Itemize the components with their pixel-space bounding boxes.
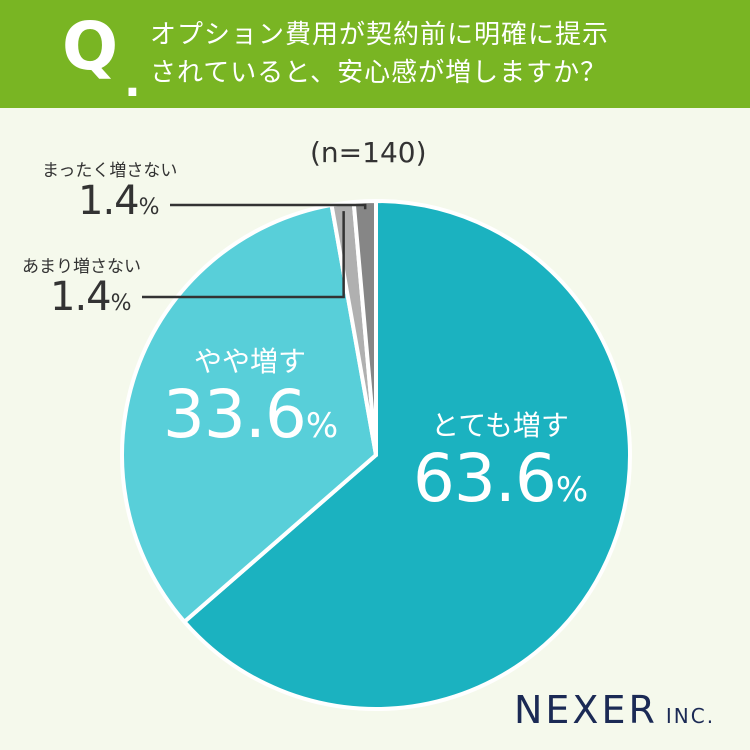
- slice-value: 33.6%: [150, 380, 350, 449]
- slice-name: やや増す: [193, 345, 306, 378]
- slice-label-not-at-all: まったく増さない: [42, 161, 178, 181]
- nexer-logo: NEXER INC.: [514, 688, 715, 732]
- percent-unit: %: [305, 406, 338, 446]
- question-text: オプション費用が契約前に明確に提示 されていると、安心感が増しますか？: [150, 16, 740, 92]
- question-line-1: オプション費用が契約前に明確に提示: [150, 20, 610, 50]
- pie-slice-very: [182, 199, 632, 711]
- question-line-2: されていると、安心感が増しますか？: [150, 58, 608, 88]
- question-header: Q . オプション費用が契約前に明確に提示 されていると、安心感が増しますか？: [0, 0, 750, 108]
- slice-label-somewhat: やや増す 33.6%: [150, 340, 350, 449]
- sample-size-label: (n=140): [310, 136, 427, 169]
- leader-line-not-much: [142, 211, 345, 299]
- percent-unit: %: [110, 291, 132, 316]
- q-dot: .: [124, 56, 141, 107]
- slice-value: 63.6%: [395, 444, 605, 513]
- pie-slice-somewhat: [120, 202, 378, 624]
- logo-suffix: INC.: [665, 704, 716, 728]
- logo-name: NEXER: [514, 688, 658, 732]
- slice-value-number: 1.4: [50, 274, 112, 320]
- slice-value-not-at-all: 1.4%: [78, 178, 160, 224]
- slice-value-number: 1.4: [78, 178, 140, 224]
- pie-slice-not-at-all: [351, 199, 378, 457]
- slice-label-not-much: あまり増さない: [22, 257, 141, 277]
- percent-unit: %: [138, 195, 160, 220]
- slice-value-number: 63.6: [412, 440, 557, 517]
- slice-name: とても増す: [431, 409, 569, 442]
- slice-value-not-much: 1.4%: [50, 274, 132, 320]
- slice-value-number: 33.6: [162, 376, 307, 453]
- q-mark: Q: [62, 8, 119, 85]
- leader-line-not-at-all: [170, 203, 367, 210]
- slice-label-very: とても増す 63.6%: [395, 404, 605, 513]
- percent-unit: %: [555, 470, 588, 510]
